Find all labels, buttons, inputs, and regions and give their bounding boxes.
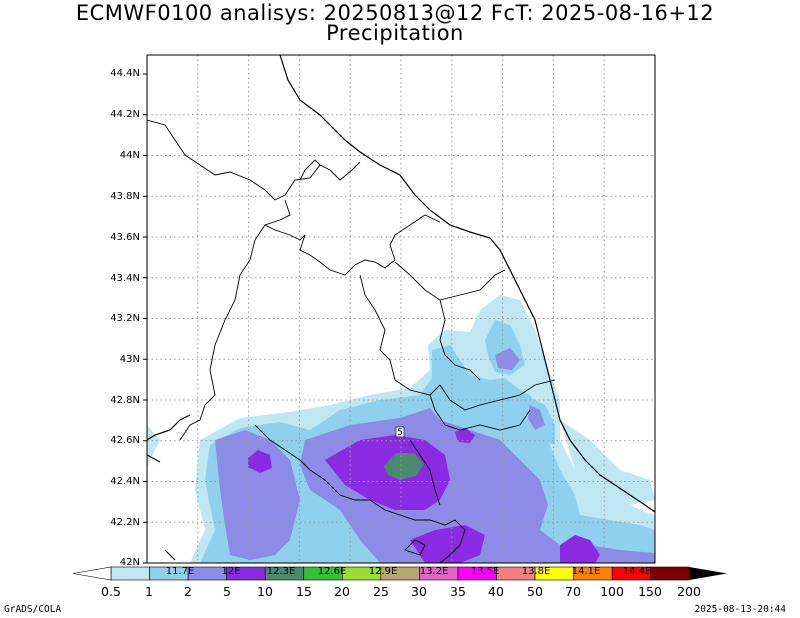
colorbar-swatch [650, 566, 690, 581]
colorbar-label: 5 [223, 584, 231, 599]
location-marker-label: 5 [397, 428, 403, 438]
lon-label: 13.8E [521, 566, 551, 577]
map-subtitle: Precipitation [326, 21, 464, 45]
lon-label: 11.7E [165, 566, 195, 577]
lat-label: 42.4N [110, 476, 140, 487]
colorbar-label: 1 [145, 584, 153, 599]
precip-area-violet [248, 428, 600, 563]
lat-label: 42.6N [110, 435, 140, 446]
coastline-west [147, 414, 191, 561]
colorbar-label: 40 [488, 584, 504, 599]
colorbar-label: 10 [257, 584, 273, 599]
colorbar-swatch [110, 566, 150, 581]
colorbar-label: 100 [600, 584, 624, 599]
lat-label: 43.8N [110, 191, 140, 202]
map-title: ECMWF0100 analisys: 20250813@12 FcT: 202… [75, 1, 715, 25]
location-marker [395, 426, 405, 438]
lon-label: 14.4E [622, 566, 652, 577]
lat-label: 42.8N [110, 395, 140, 406]
colorbar-label: 15 [296, 584, 312, 599]
colorbar-low-arrow [72, 566, 112, 581]
lat-label: 43.4N [110, 273, 140, 284]
colorbar-label: 150 [638, 584, 662, 599]
lon-label: 14.1E [571, 566, 601, 577]
lat-ticks [143, 73, 147, 564]
footer-credit: GrADS/COLA [4, 604, 62, 615]
lat-label: 43N [119, 354, 140, 365]
lat-label: 44.4N [110, 68, 140, 79]
lon-label: 13.5E [470, 566, 500, 577]
lon-label: 12.9E [368, 566, 398, 577]
lat-label: 42N [119, 557, 140, 568]
footer-timestamp: 2025-08-13-20:44 [694, 604, 786, 615]
lat-label: 43.6N [110, 232, 140, 243]
colorbar-label: 30 [411, 584, 427, 599]
lat-label: 42.2N [110, 517, 140, 528]
colorbar-label: 70 [565, 584, 581, 599]
region-borders [147, 119, 556, 563]
colorbar-label: 2 [184, 584, 192, 599]
colorbar-label: 50 [527, 584, 543, 599]
lat-label: 44N [119, 150, 140, 161]
lat-label: 43.2N [110, 313, 140, 324]
boundaries [147, 55, 655, 563]
lon-label: 12E [221, 566, 241, 577]
lon-label: 12.6E [317, 566, 347, 577]
colorbar-high-arrow [689, 567, 727, 580]
colorbar-label: 35 [450, 584, 466, 599]
precip-area-green [384, 453, 424, 480]
colorbar-label: 200 [677, 584, 701, 599]
colorbar-label: 25 [373, 584, 389, 599]
lon-label: 13.2E [419, 566, 449, 577]
colorbar-label: 0.5 [101, 584, 121, 599]
lon-label: 12.3E [266, 566, 296, 577]
map-frame [146, 54, 656, 564]
colorbar-label: 20 [334, 584, 350, 599]
coastline [279, 55, 655, 513]
colorbar [72, 566, 727, 581]
lat-label: 44.2N [110, 109, 140, 120]
